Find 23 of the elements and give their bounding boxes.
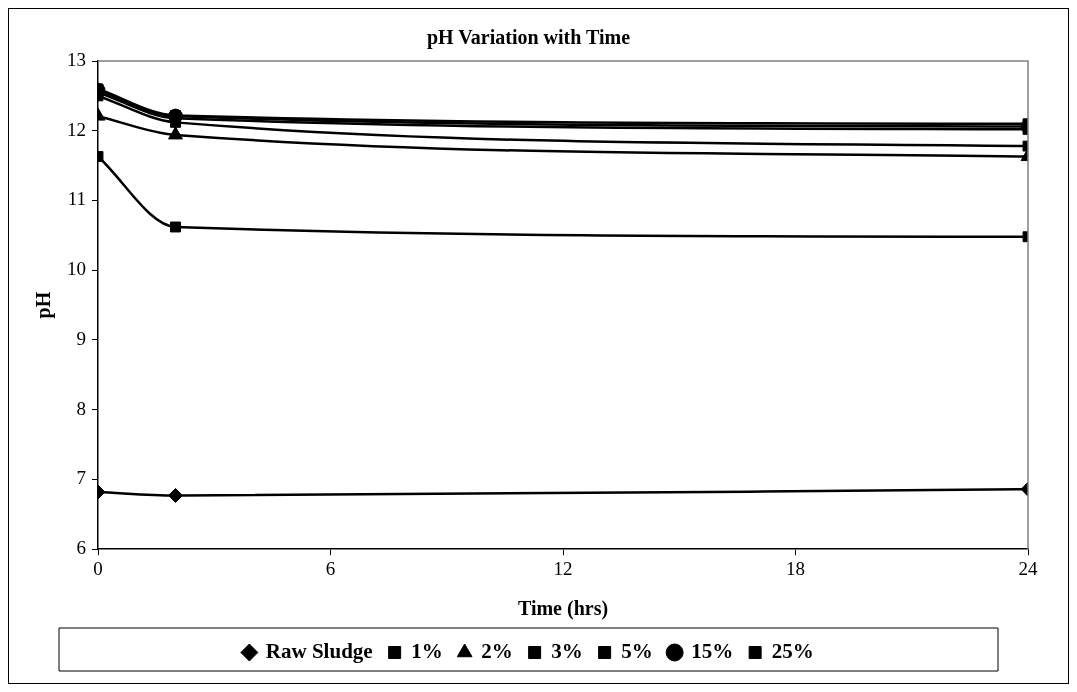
legend-label: 25% <box>771 638 814 663</box>
y-tick-label: 6 <box>76 537 86 559</box>
x-tick-label: 12 <box>553 557 573 579</box>
legend-label: 1% <box>411 638 443 663</box>
y-tick-label: 12 <box>67 118 86 140</box>
y-tick-label: 13 <box>67 48 86 70</box>
y-tick-label: 7 <box>76 467 86 489</box>
legend-label: Raw Sludge <box>265 638 373 663</box>
legend-label: 2% <box>481 638 513 663</box>
x-axis-title: Time (hrs) <box>517 597 609 621</box>
y-tick-label: 10 <box>67 258 86 280</box>
legend-label: 15% <box>691 638 734 663</box>
x-tick-label: 6 <box>325 557 336 579</box>
x-tick-label: 24 <box>1018 557 1038 579</box>
y-tick-label: 9 <box>76 327 86 349</box>
x-tick-label: 18 <box>786 557 805 579</box>
chart-title: pH Variation with Time <box>426 26 631 50</box>
legend-label: 5% <box>621 638 653 663</box>
x-tick-label: 0 <box>93 557 103 579</box>
y-tick-label: 8 <box>76 397 86 419</box>
y-tick-label: 11 <box>67 188 86 210</box>
y-axis-title: pH <box>32 291 56 319</box>
legend-label: 3% <box>551 638 583 663</box>
